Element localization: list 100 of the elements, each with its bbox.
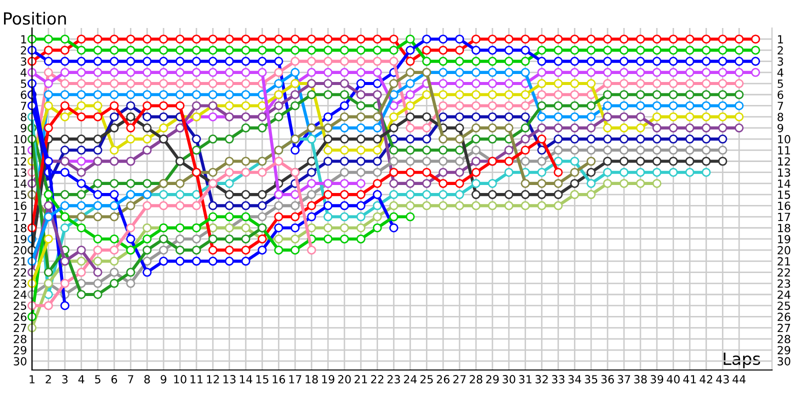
y-tick-label: 25 bbox=[14, 302, 26, 310]
y2-tick-label: 13 bbox=[778, 168, 790, 177]
y-tick-label: 22 bbox=[14, 268, 26, 277]
x-tick-label: 32 bbox=[536, 375, 548, 384]
y-tick-label: 20 bbox=[14, 246, 26, 254]
x-tick-label: 31 bbox=[519, 375, 532, 384]
y-tick-label: 8 bbox=[20, 112, 26, 122]
x-tick-label: 43 bbox=[716, 375, 729, 384]
x-tick-label: 20 bbox=[338, 375, 351, 384]
x-tick-label: 6 bbox=[111, 375, 118, 384]
y-tick-label: 1 bbox=[21, 35, 26, 44]
y-tick-label: 2 bbox=[20, 46, 26, 54]
y-tick-label: 23 bbox=[14, 279, 26, 288]
x-tick-label: 13 bbox=[223, 375, 236, 384]
x-tick-label: 10 bbox=[174, 375, 186, 384]
y-tick-label: 21 bbox=[14, 257, 26, 266]
y-tick-label: 6 bbox=[20, 90, 26, 100]
y-tick-label: 19 bbox=[14, 234, 26, 244]
y2-tick-label: 15 bbox=[778, 190, 790, 199]
x-tick-label: 15 bbox=[256, 375, 268, 384]
y-tick-label: 26 bbox=[14, 312, 26, 322]
y2-tick-label: 5 bbox=[778, 80, 783, 88]
y2-tick-label: 17 bbox=[778, 212, 790, 221]
x-tick-label: 25 bbox=[420, 375, 433, 384]
x-tick-label: 29 bbox=[486, 375, 499, 384]
y-tick-label: 11 bbox=[14, 146, 26, 154]
x-tick-label: 27 bbox=[453, 375, 466, 384]
y2-tick-label: 20 bbox=[778, 246, 790, 254]
x-tick-label: 41 bbox=[683, 375, 696, 384]
y-tick-label: 9 bbox=[20, 124, 26, 132]
x-tick-label: 19 bbox=[322, 375, 334, 384]
x-tick-label: 3 bbox=[62, 375, 68, 384]
x-tick-label: 1 bbox=[30, 375, 35, 384]
y2-tick-label: 29 bbox=[778, 346, 790, 354]
y-tick-label: 29 bbox=[14, 346, 26, 354]
x-tick-label: 42 bbox=[700, 375, 712, 384]
y2-tick-label: 11 bbox=[778, 146, 790, 154]
y2-tick-label: 1 bbox=[778, 35, 783, 44]
y-tick-label: 18 bbox=[14, 224, 26, 232]
y2-tick-label: 4 bbox=[777, 68, 784, 77]
y2-tick-label: 9 bbox=[778, 124, 784, 132]
x-tick-label: 28 bbox=[470, 375, 482, 384]
y2-tick-label: 12 bbox=[778, 157, 790, 166]
x-tick-label: 38 bbox=[634, 375, 647, 384]
y-tick-label: 24 bbox=[14, 290, 27, 299]
x-tick-label: 8 bbox=[144, 375, 150, 384]
x-tick-label: 40 bbox=[666, 375, 680, 384]
y-tick-label: 16 bbox=[14, 202, 26, 210]
y2-tick-label: 21 bbox=[778, 257, 790, 266]
y2-tick-label: 8 bbox=[778, 112, 784, 122]
y-tick-label: 10 bbox=[14, 135, 26, 144]
x-tick-label: 35 bbox=[584, 375, 598, 384]
y-tick-label: 13 bbox=[14, 168, 26, 177]
x-tick-label: 18 bbox=[306, 375, 318, 384]
y-tick-label: 7 bbox=[20, 102, 26, 110]
y-tick-label: 27 bbox=[14, 324, 26, 332]
x-tick-label: 9 bbox=[160, 375, 166, 384]
y-tick-label: 5 bbox=[20, 80, 26, 88]
y-tick-label: 12 bbox=[14, 157, 26, 166]
y2-tick-label: 10 bbox=[778, 135, 790, 144]
x-tick-label: 11 bbox=[190, 375, 202, 384]
x-tick-label: 36 bbox=[601, 375, 614, 384]
y2-tick-label: 26 bbox=[778, 312, 790, 322]
y2-tick-label: 28 bbox=[778, 334, 790, 344]
x-tick-label: 23 bbox=[388, 375, 400, 384]
y2-tick-label: 7 bbox=[778, 102, 783, 110]
x-tick-label: 16 bbox=[272, 375, 286, 384]
x-tick-label: 17 bbox=[289, 375, 302, 384]
x-tick-label: 34 bbox=[568, 375, 582, 384]
x-tick-label: 5 bbox=[95, 375, 100, 384]
y2-tick-label: 19 bbox=[778, 234, 790, 244]
x-tick-label: 21 bbox=[354, 375, 367, 384]
x-tick-label: 44 bbox=[732, 375, 746, 384]
x-tick-label: 14 bbox=[240, 375, 252, 384]
y2-tick-label: 24 bbox=[778, 290, 790, 299]
x-tick-label: 37 bbox=[618, 375, 630, 384]
y-tick-label: 17 bbox=[14, 212, 26, 221]
x-tick-label: 22 bbox=[371, 375, 384, 384]
y2-tick-label: 14 bbox=[778, 180, 790, 188]
y-tick-label: 28 bbox=[14, 334, 26, 344]
y2-tick-label: 27 bbox=[778, 324, 790, 332]
y2-tick-label: 2 bbox=[778, 46, 783, 54]
x-tick-label: 4 bbox=[78, 375, 84, 384]
x-tick-label: 7 bbox=[128, 375, 134, 384]
y-axis-title: Position bbox=[4, 12, 66, 25]
y-tick-label: 15 bbox=[14, 190, 26, 199]
x-tick-label: 12 bbox=[207, 375, 219, 384]
x-tick-label: 33 bbox=[552, 375, 564, 384]
x-tick-label: 26 bbox=[436, 375, 450, 384]
x-tick-label: 24 bbox=[404, 375, 417, 384]
y2-tick-label: 3 bbox=[778, 57, 784, 66]
x-tick-label: 39 bbox=[650, 375, 664, 384]
y-tick-label: 30 bbox=[14, 357, 26, 366]
x-tick-label: 2 bbox=[46, 375, 51, 384]
y2-tick-label: 6 bbox=[778, 90, 784, 100]
y2-tick-label: 25 bbox=[778, 302, 790, 310]
y-tick-label: 3 bbox=[20, 57, 26, 66]
y2-tick-label: 30 bbox=[778, 357, 790, 366]
x-tick-label: 30 bbox=[502, 375, 516, 384]
y2-tick-label: 22 bbox=[778, 268, 790, 277]
